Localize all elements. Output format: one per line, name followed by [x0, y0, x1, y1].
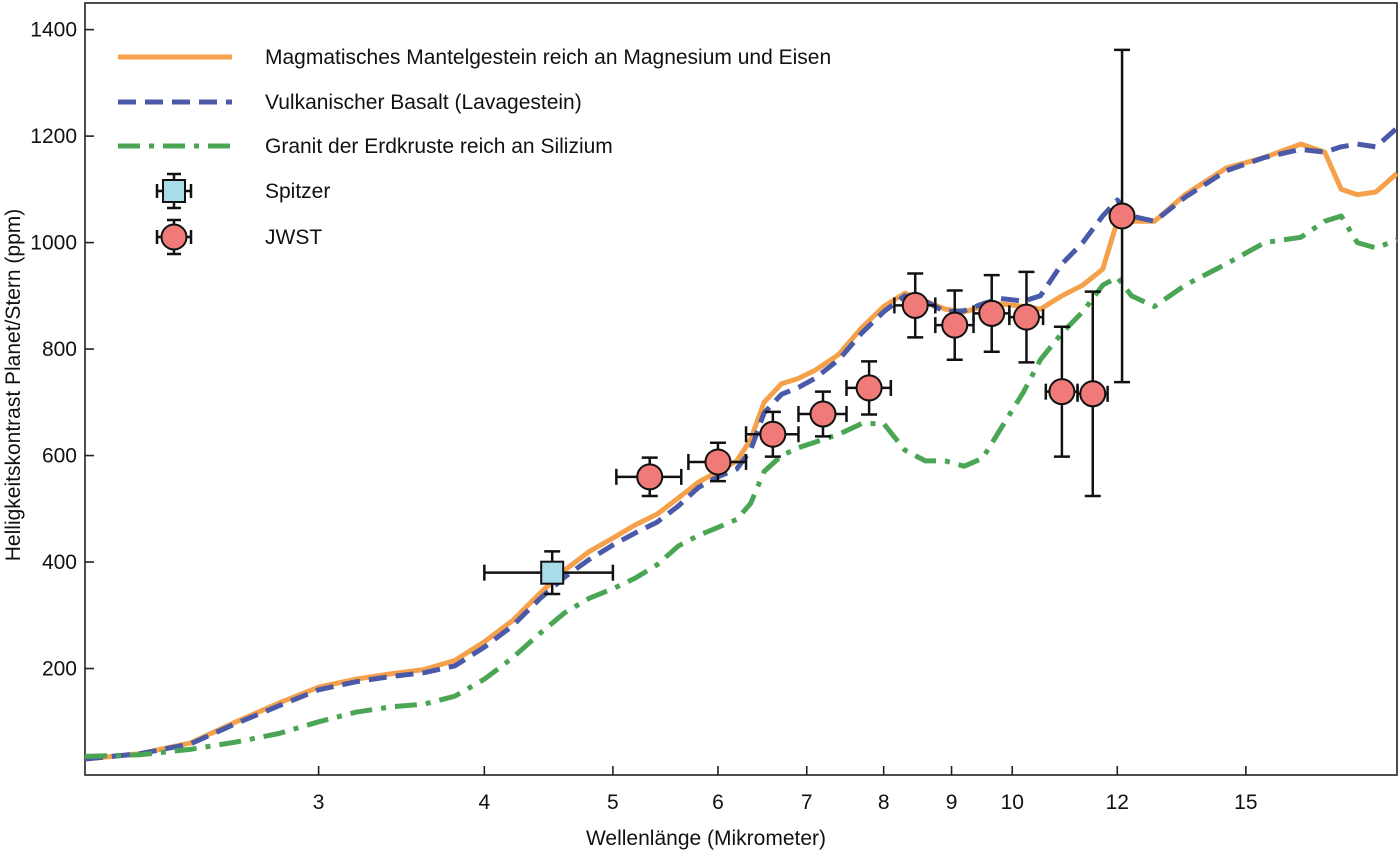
x-tick-label: 9 [946, 791, 958, 814]
jwst-point [744, 410, 800, 458]
legend-label: Granit der Erdkruste reich an Silizium [265, 135, 613, 158]
jwst-point [893, 272, 937, 339]
granite-line [84, 213, 1398, 759]
y-tick-label: 400 [42, 551, 77, 574]
y-tick-label: 200 [42, 658, 77, 681]
legend-label: JWST [265, 226, 322, 249]
y-tick-label: 1000 [30, 232, 77, 255]
basalt-line [84, 126, 1399, 762]
jwst-point [687, 441, 748, 483]
x-tick-label: 8 [878, 791, 890, 814]
jwst-point [972, 273, 1011, 353]
legend-swatch-jwst [160, 223, 188, 251]
x-tick-label: 10 [1001, 791, 1024, 814]
jwst-point [845, 360, 893, 416]
y-tick-label: 1200 [30, 125, 77, 148]
legend-label: Vulkanischer Basalt (Lavagestein) [265, 91, 582, 114]
legend-item: Spitzer [155, 172, 330, 210]
legend-item: JWST [155, 218, 322, 256]
x-tick-label: 15 [1234, 791, 1257, 814]
legend-swatch-spitzer [162, 179, 186, 203]
y-tick-label: 800 [42, 338, 77, 361]
x-tick-label: 3 [313, 791, 325, 814]
x-tick-label: 7 [801, 791, 813, 814]
x-tick-label: 4 [478, 791, 490, 814]
y-tick-label: 600 [42, 445, 77, 468]
jwst-point [797, 390, 848, 438]
legend-item: Granit der Erdkruste reich an Silizium [118, 135, 613, 158]
y-axis: 200 400 600 800 1000 1200 1400 [30, 19, 94, 681]
data-points [483, 48, 1136, 596]
x-tick-label: 6 [712, 791, 724, 814]
jwst-point [615, 456, 683, 498]
x-axis-label: Wellenlänge (Mikrometer) [586, 827, 826, 850]
x-axis: 3 4 5 6 7 8 9 10 12 15 [313, 766, 1258, 814]
legend-item: Vulkanischer Basalt (Lavagestein) [118, 91, 582, 114]
y-tick-label: 1400 [30, 19, 77, 42]
jwst-point [1008, 270, 1045, 364]
jwst-point [1044, 325, 1079, 458]
jwst-point [1108, 48, 1136, 384]
spitzer-point [483, 550, 615, 596]
model-lines [84, 126, 1399, 762]
jwst-point [1076, 290, 1109, 498]
legend: Magmatisches Mantelgestein reich an Magn… [118, 46, 831, 256]
legend-label: Spitzer [265, 180, 330, 203]
y-axis-label: Helligkeitskontrast Planet/Stern (ppm) [2, 209, 25, 561]
legend-item: Magmatisches Mantelgestein reich an Magn… [118, 46, 831, 69]
plot-frame [84, 2, 1398, 776]
legend-label: Magmatisches Mantelgestein reich an Magn… [265, 46, 831, 69]
x-tick-label: 12 [1106, 791, 1129, 814]
jwst-point [934, 289, 975, 361]
x-tick-label: 5 [607, 791, 619, 814]
